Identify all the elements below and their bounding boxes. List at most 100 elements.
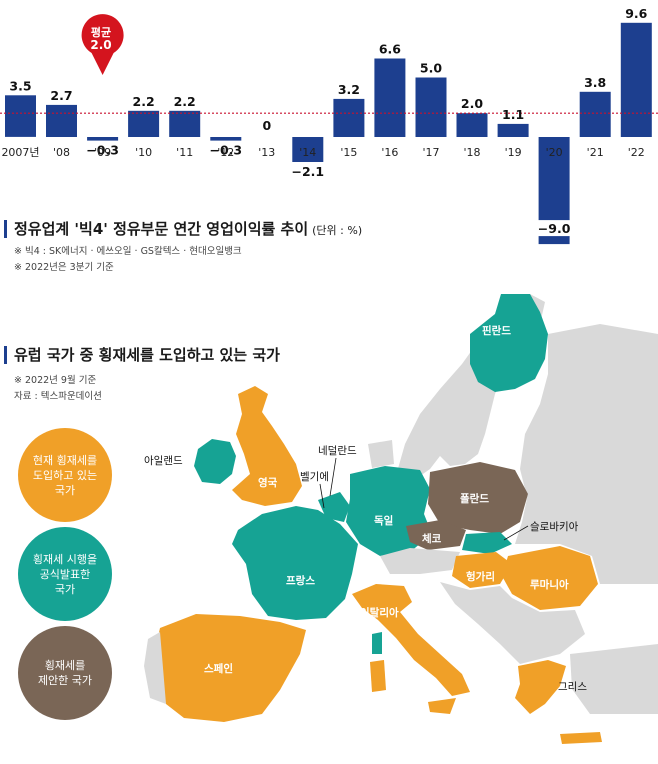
leader-slovakia [503, 525, 529, 541]
tick-label-14: '21 [587, 146, 604, 159]
bar-10 [415, 77, 447, 137]
legend-announced: 횡재세 시행을 공식발표한 국가 [18, 527, 112, 621]
chart-note-1: ※ 빅4 : SK에너지 · 에쓰오일 · GS칼텍스 · 현대오일뱅크 [14, 246, 242, 257]
bar-7 [292, 137, 324, 162]
label-greece: 그리스 [558, 681, 587, 693]
label-germany: 독일 [374, 514, 393, 527]
value-label-7: −2.1 [291, 164, 324, 179]
label-italy: 이탈리아 [360, 606, 399, 619]
bar-15 [620, 22, 652, 137]
value-label-4: 2.2 [174, 94, 196, 109]
label-finland: 핀란드 [482, 324, 511, 337]
map-balkans [440, 582, 585, 664]
label-ireland: 아일랜드 [144, 454, 183, 467]
label-hungary: 헝가리 [466, 570, 495, 583]
tick-label-group: 2007년 '08 '09 '10 '11 '12 '13 '14 '15 '16 '17 '18 '1… [1, 146, 644, 159]
tick-label-15: '22 [628, 146, 645, 159]
value-label-9: 6.6 [379, 42, 401, 57]
label-belgium: 벨기에 [300, 471, 329, 483]
value-label-bg-13 [534, 220, 575, 237]
map-poland [428, 462, 528, 534]
legend-proposed-line-2: 제안한 국가 [37, 674, 93, 687]
legend-implemented: 현재 횡재세를 도입하고 있는 국가 [18, 428, 112, 522]
map-austria [380, 548, 460, 574]
map-corsica [372, 632, 382, 654]
bar-14 [579, 91, 611, 137]
label-spain: 스페인 [204, 662, 233, 675]
map-benelux [318, 492, 350, 522]
map-greece [515, 660, 566, 714]
chart-title-text: 정유업계 '빅4' 정유부문 연간 영업이익률 추이 [14, 220, 309, 238]
value-label-1: 2.7 [50, 88, 72, 103]
map-note-2: 자료 : 텍스파운데이션 [14, 391, 102, 402]
label-netherlands: 네덜란드 [318, 445, 357, 457]
bar-4 [169, 110, 201, 137]
map-title: 유럽 국가 중 횡재세를 도입하고 있는 국가 [14, 346, 280, 364]
value-label-13: −9.0 [538, 221, 571, 236]
value-label-3: 2.2 [133, 94, 155, 109]
value-label-6: 0 [262, 118, 271, 133]
legend-announced-line-2: 공식발표한 [39, 567, 91, 581]
map-sardinia [370, 660, 386, 692]
label-uk: 영국 [258, 476, 278, 489]
tick-label-9: '16 [381, 146, 398, 159]
bar-5 [210, 137, 242, 141]
value-label-group: 3.5 2.7 −0.3 2.2 2.2 −0.3 0 −2.1 3.2 6.6 5.0 2.0 1.1… [9, 6, 648, 237]
map-ukraine [515, 494, 658, 584]
legend-proposed-label: 횡재세를 제안한 국가 [28, 658, 102, 688]
map-sicily [428, 698, 456, 714]
legend-proposed: 횡재세를 제안한 국가 [18, 626, 112, 720]
leader-netherlands [329, 457, 337, 497]
map-crete [560, 732, 602, 744]
bar-1 [46, 104, 77, 137]
label-czech: 체코 [422, 532, 442, 545]
tick-label-0: 2007년 [1, 146, 39, 159]
legend-implemented-line-1: 현재 횡재세를 [32, 453, 98, 467]
bar-11 [456, 113, 488, 137]
average-marker [81, 14, 124, 75]
tick-label-2: '09 [94, 146, 111, 159]
tick-label-10: '17 [422, 146, 439, 159]
chart-title-block: 정유업계 '빅4' 정유부문 연간 영업이익률 추이 (단위 : %) ※ 빅4 … [4, 218, 424, 276]
tick-label-8: '15 [340, 146, 357, 159]
value-label-11: 2.0 [461, 96, 483, 111]
value-label-0: 3.5 [9, 78, 31, 93]
map-title-accent-bar [4, 346, 7, 364]
legend-announced-line-3: 국가 [54, 582, 76, 596]
map-hungary [452, 552, 512, 588]
value-label-10: 5.0 [420, 61, 442, 76]
map-finland [470, 294, 548, 392]
bar-2 [87, 137, 119, 141]
tick-label-11: '18 [463, 146, 480, 159]
label-romania: 루마니아 [530, 578, 569, 591]
chart-title: 정유업계 '빅4' 정유부문 연간 영업이익률 추이 (단위 : %) [14, 218, 362, 239]
map-ireland [194, 439, 236, 484]
tick-label-4: '11 [176, 146, 193, 159]
legend-implemented-label: 현재 횡재세를 도입하고 있는 국가 [28, 453, 102, 498]
bar-8 [333, 98, 365, 137]
average-label: 평균 2.0 [83, 26, 119, 52]
tick-label-6: '13 [258, 146, 275, 159]
value-label-12: 1.1 [502, 107, 524, 122]
legend-implemented-line-3: 국가 [54, 483, 76, 497]
value-label-8: 3.2 [338, 82, 360, 97]
bar-3 [128, 110, 160, 137]
map-czech [406, 520, 466, 550]
chart-note-2: ※ 2022년은 3분기 기준 [14, 262, 114, 273]
europe-map: 핀란드 아일랜드 영국 네덜란드 벨기에 독일 폴란드 체코 슬로바키아 프랑스… [144, 294, 658, 744]
label-slovakia: 슬로바키아 [530, 521, 579, 533]
map-spain [156, 614, 306, 722]
map-title-block: 유럽 국가 중 횡재세를 도입하고 있는 국가 ※ 2022년 9월 기준 자료… [4, 344, 384, 404]
value-label-15: 9.6 [625, 6, 647, 21]
average-title: 평균 [90, 26, 112, 39]
chart-unit: (단위 : %) [312, 224, 363, 237]
map-portugal [144, 632, 166, 704]
tick-label-1: '08 [53, 146, 70, 159]
legend-implemented-line-2: 도입하고 있는 [32, 468, 98, 482]
map-baltics-east [520, 324, 658, 539]
map-uk [232, 386, 302, 506]
title-accent-bar [4, 220, 7, 238]
map-denmark [368, 440, 394, 468]
map-italy [352, 584, 470, 696]
legend-announced-label: 횡재세 시행을 공식발표한 국가 [28, 552, 102, 597]
